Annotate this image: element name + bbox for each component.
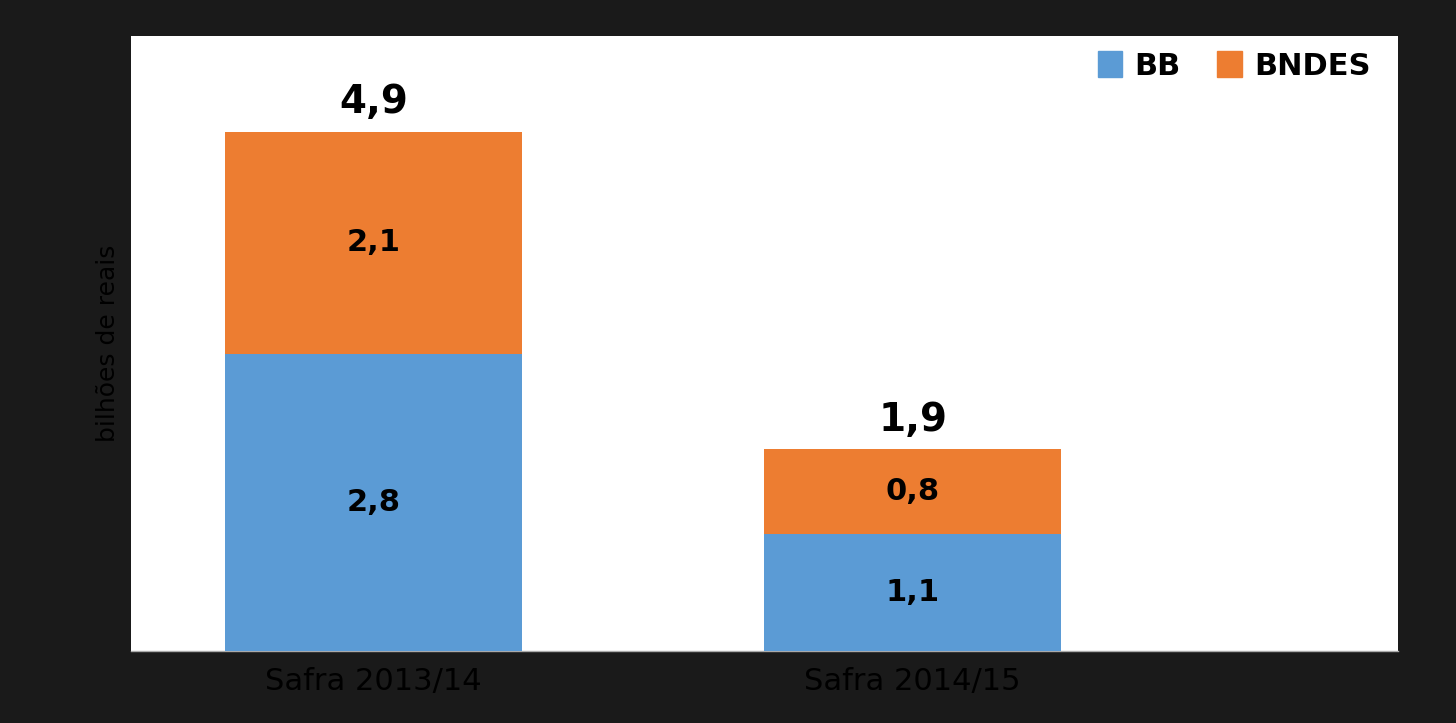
Bar — [764, 450, 1061, 534]
Text: 4,9: 4,9 — [339, 83, 408, 121]
Bar — [226, 132, 521, 354]
Text: 0,8: 0,8 — [885, 477, 939, 506]
Text: 2,8: 2,8 — [347, 488, 400, 517]
Text: 1,9: 1,9 — [878, 401, 948, 439]
Legend: BB, BNDES: BB, BNDES — [1085, 39, 1383, 93]
Bar — [764, 534, 1061, 651]
Text: 2,1: 2,1 — [347, 228, 400, 257]
Y-axis label: bilhões de reais: bilhões de reais — [96, 245, 119, 442]
Bar — [226, 354, 521, 651]
Text: 1,1: 1,1 — [885, 578, 939, 607]
